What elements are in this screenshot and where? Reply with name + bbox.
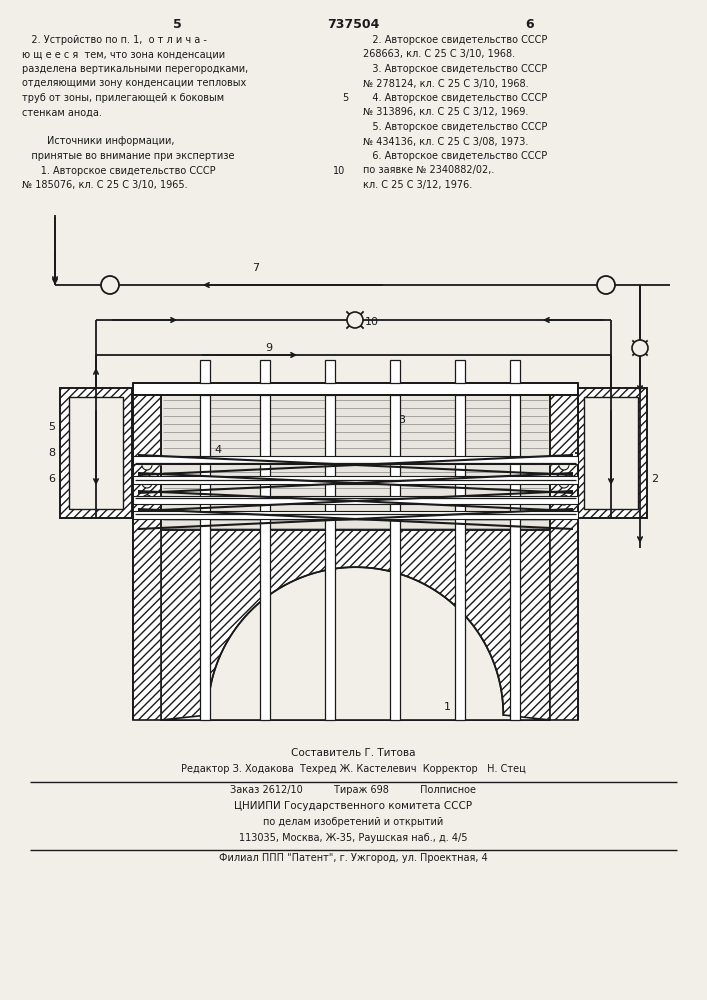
Bar <box>60 388 132 518</box>
Text: № 313896, кл. С 25 С 3/12, 1969.: № 313896, кл. С 25 С 3/12, 1969. <box>363 107 528 117</box>
Text: стенкам анода.: стенкам анода. <box>22 107 102 117</box>
Text: Филиал ППП "Патент", г. Ужгород, ул. Проектная, 4: Филиал ППП "Патент", г. Ужгород, ул. Про… <box>218 853 487 863</box>
Bar <box>390 360 400 383</box>
Text: 2. Устройство по п. 1,  о т л и ч а -: 2. Устройство по п. 1, о т л и ч а - <box>22 35 207 45</box>
Bar <box>550 395 578 720</box>
Text: 6: 6 <box>48 474 55 484</box>
Text: 4. Авторское свидетельство СССР: 4. Авторское свидетельство СССР <box>363 93 547 103</box>
Text: 1. Авторское свидетельство СССР: 1. Авторское свидетельство СССР <box>22 165 216 176</box>
Text: по делам изобретений и открытий: по делам изобретений и открытий <box>263 817 443 827</box>
Text: 113035, Москва, Ж-35, Раушская наб., д. 4/5: 113035, Москва, Ж-35, Раушская наб., д. … <box>239 833 467 843</box>
Circle shape <box>142 460 152 470</box>
Circle shape <box>347 312 363 328</box>
Bar <box>133 496 578 504</box>
Text: кл. С 25 С 3/12, 1976.: кл. С 25 С 3/12, 1976. <box>363 180 472 190</box>
Circle shape <box>142 478 152 488</box>
Bar <box>69 397 123 509</box>
Bar <box>455 395 465 720</box>
Text: ю щ е е с я  тем, что зона конденсации: ю щ е е с я тем, что зона конденсации <box>22 49 225 60</box>
Text: 2. Авторское свидетельство СССР: 2. Авторское свидетельство СССР <box>363 35 547 45</box>
Circle shape <box>101 276 119 294</box>
Bar <box>260 360 270 383</box>
Bar <box>575 388 647 518</box>
Text: ЦНИИПИ Государственного комитета СССР: ЦНИИПИ Государственного комитета СССР <box>234 801 472 811</box>
Text: 1: 1 <box>444 702 451 712</box>
Text: Составитель Г. Титова: Составитель Г. Титова <box>291 748 415 758</box>
Text: по заявке № 2340882/02,.: по заявке № 2340882/02,. <box>363 165 494 176</box>
Text: 3. Авторское свидетельство СССР: 3. Авторское свидетельство СССР <box>363 64 547 74</box>
Text: 10: 10 <box>365 317 379 327</box>
Text: 5: 5 <box>173 18 182 31</box>
Polygon shape <box>161 567 550 720</box>
Text: 10: 10 <box>333 165 345 176</box>
Bar <box>133 511 578 519</box>
Text: 268663, кл. С 25 С 3/10, 1968.: 268663, кл. С 25 С 3/10, 1968. <box>363 49 515 60</box>
Text: 6. Авторское свидетельство СССР: 6. Авторское свидетельство СССР <box>363 151 547 161</box>
Circle shape <box>559 495 569 505</box>
Bar <box>510 360 520 383</box>
Text: 2: 2 <box>651 474 658 484</box>
Text: 4: 4 <box>214 445 221 455</box>
Circle shape <box>632 340 648 356</box>
Text: 3: 3 <box>398 415 405 425</box>
Circle shape <box>597 276 615 294</box>
Text: Редактор З. Ходакова  Техред Ж. Кастелевич  Корректор   Н. Стец: Редактор З. Ходакова Техред Ж. Кастелеви… <box>180 764 525 774</box>
Bar <box>133 456 578 464</box>
Bar <box>133 476 578 484</box>
Text: 7: 7 <box>252 263 259 273</box>
Bar <box>584 397 638 509</box>
Text: отделяющими зону конденсации тепловых: отделяющими зону конденсации тепловых <box>22 79 246 89</box>
Text: принятые во внимание при экспертизе: принятые во внимание при экспертизе <box>22 151 235 161</box>
Text: разделена вертикальными перегородками,: разделена вертикальными перегородками, <box>22 64 248 74</box>
Circle shape <box>559 460 569 470</box>
Bar <box>200 360 210 383</box>
Bar <box>325 395 335 720</box>
Bar <box>260 395 270 720</box>
Text: 9: 9 <box>265 343 272 353</box>
Bar <box>133 395 161 720</box>
Text: № 185076, кл. С 25 С 3/10, 1965.: № 185076, кл. С 25 С 3/10, 1965. <box>22 180 187 190</box>
Bar <box>455 360 465 383</box>
Bar <box>200 395 210 720</box>
Text: 5: 5 <box>48 422 55 432</box>
Text: труб от зоны, прилегающей к боковым: труб от зоны, прилегающей к боковым <box>22 93 224 103</box>
Text: Источники информации,: Источники информации, <box>22 136 175 146</box>
Bar <box>161 530 550 720</box>
Text: 6: 6 <box>526 18 534 31</box>
Bar <box>510 395 520 720</box>
Text: № 434136, кл. С 25 С 3/08, 1973.: № 434136, кл. С 25 С 3/08, 1973. <box>363 136 528 146</box>
Text: 8: 8 <box>48 448 55 458</box>
Bar <box>325 360 335 383</box>
Bar <box>390 395 400 720</box>
Circle shape <box>142 495 152 505</box>
Text: 5: 5 <box>341 93 348 103</box>
Text: № 278124, кл. С 25 С 3/10, 1968.: № 278124, кл. С 25 С 3/10, 1968. <box>363 79 529 89</box>
Text: Заказ 2612/10          Тираж 698          Полписное: Заказ 2612/10 Тираж 698 Полписное <box>230 785 476 795</box>
Circle shape <box>559 478 569 488</box>
Bar <box>161 395 550 530</box>
Text: 737504: 737504 <box>327 18 379 31</box>
Bar <box>133 383 578 395</box>
Text: 5. Авторское свидетельство СССР: 5. Авторское свидетельство СССР <box>363 122 547 132</box>
